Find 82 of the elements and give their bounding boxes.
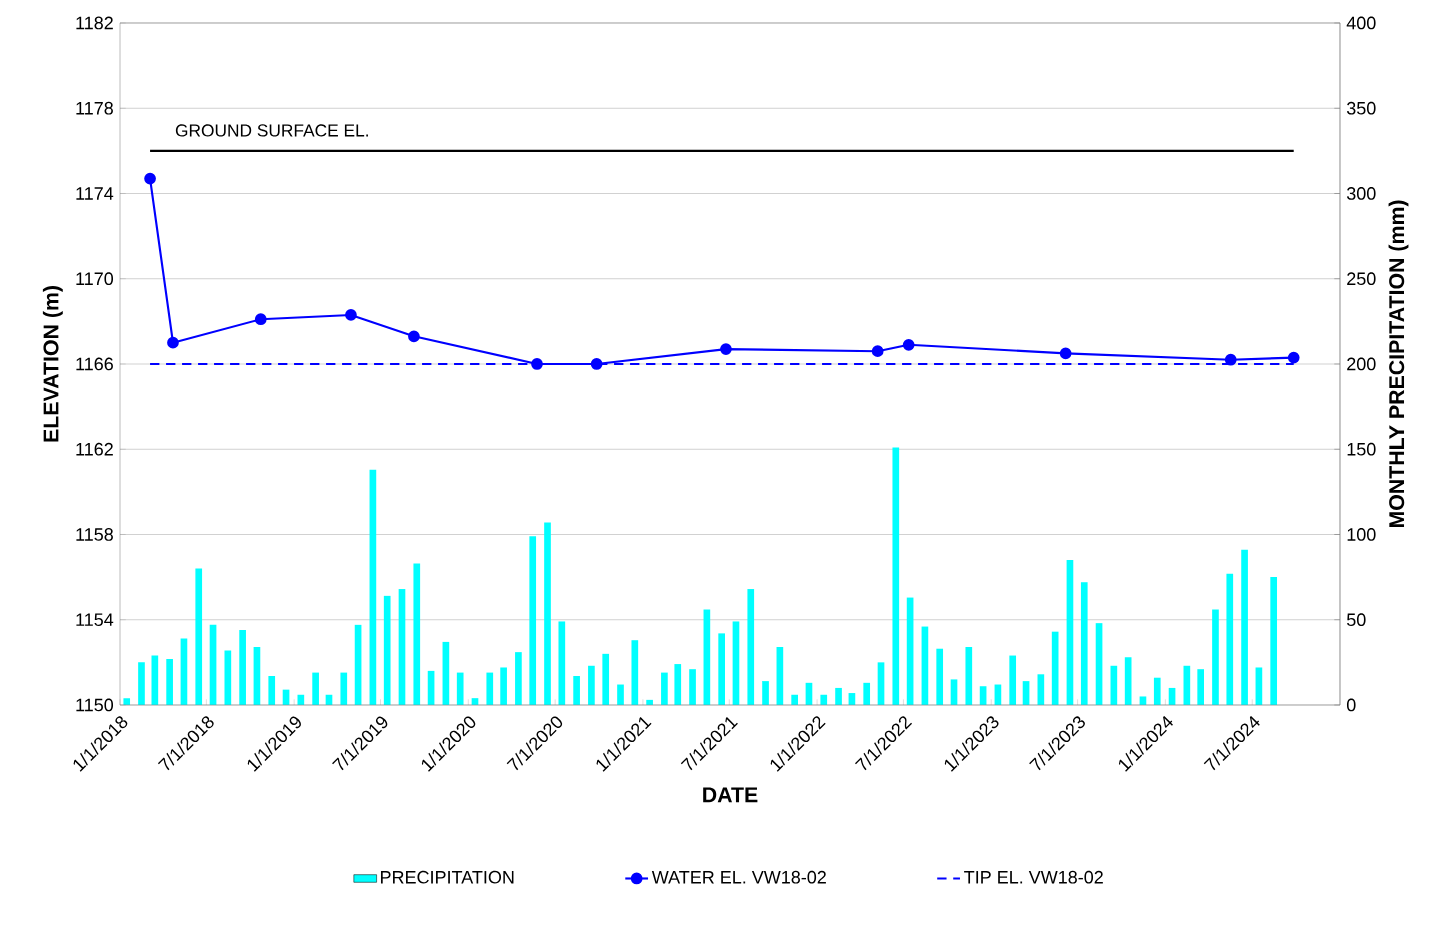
bar bbox=[544, 522, 551, 705]
bar bbox=[689, 669, 696, 705]
bar bbox=[529, 536, 537, 705]
bar bbox=[297, 694, 305, 705]
bar bbox=[166, 658, 173, 705]
bar bbox=[747, 589, 755, 705]
y2-tick-label: 350 bbox=[1346, 101, 1376, 115]
point bbox=[144, 172, 156, 185]
bar bbox=[1212, 609, 1219, 705]
bar bbox=[1153, 677, 1161, 705]
x-axis-title: DATE bbox=[703, 787, 758, 803]
bar bbox=[340, 672, 348, 705]
y2-tick-label: 400 bbox=[1346, 16, 1376, 30]
y-tick-label: 1182 bbox=[76, 16, 113, 30]
y2-tick-label: 250 bbox=[1347, 272, 1376, 286]
y2-tick-label: 300 bbox=[1346, 187, 1376, 200]
y-axis-title: ELEVATION (m) bbox=[42, 286, 63, 442]
bar bbox=[413, 563, 421, 705]
bar bbox=[558, 621, 566, 705]
y2-axis-title: MONTHLY PRECIPITATION (mm) bbox=[1388, 200, 1409, 528]
y2-tick-label: 200 bbox=[1347, 357, 1376, 371]
bar bbox=[617, 684, 624, 705]
bar bbox=[602, 653, 610, 705]
bar bbox=[573, 676, 580, 705]
bar bbox=[312, 672, 319, 705]
point bbox=[871, 345, 884, 358]
point bbox=[345, 309, 357, 321]
bar bbox=[661, 672, 668, 705]
y-tick-label: 1150 bbox=[76, 698, 114, 712]
bar bbox=[138, 662, 145, 705]
legend-label: PRECIPITATION bbox=[381, 870, 514, 884]
bar bbox=[965, 647, 973, 705]
y-tick-label: 1170 bbox=[76, 272, 114, 286]
bar bbox=[239, 629, 246, 705]
point bbox=[254, 313, 267, 326]
bar bbox=[1080, 582, 1088, 705]
bar bbox=[1226, 573, 1234, 705]
bar bbox=[268, 676, 276, 705]
bar bbox=[631, 640, 639, 705]
bar bbox=[588, 665, 595, 705]
y-tick-label: 1166 bbox=[76, 357, 113, 371]
bar bbox=[674, 664, 682, 705]
bar bbox=[383, 595, 391, 705]
bar bbox=[1197, 669, 1205, 705]
y-tick-label: 1154 bbox=[76, 613, 114, 627]
bar bbox=[1009, 655, 1017, 705]
bar bbox=[718, 633, 725, 705]
y-tick-label: 1174 bbox=[76, 187, 114, 200]
bar bbox=[195, 568, 203, 705]
y-tick-label: 1158 bbox=[76, 528, 113, 541]
point bbox=[720, 343, 732, 355]
point bbox=[408, 330, 420, 343]
y2-tick-label: 0 bbox=[1346, 698, 1356, 712]
bar bbox=[820, 694, 828, 705]
y-tick-label: 1162 bbox=[76, 442, 113, 456]
point bbox=[590, 358, 603, 370]
bar bbox=[791, 694, 798, 705]
bar bbox=[1241, 549, 1248, 705]
bar bbox=[892, 447, 900, 705]
bar bbox=[835, 687, 842, 705]
point bbox=[1224, 353, 1237, 366]
legend-label: WATER EL. VW18-02 bbox=[651, 870, 826, 884]
bar bbox=[1270, 577, 1278, 705]
y-tick-label: 1178 bbox=[76, 101, 113, 115]
point bbox=[1059, 347, 1072, 360]
annotation: GROUND SURFACE EL. bbox=[175, 124, 368, 137]
bar bbox=[762, 681, 769, 705]
bar bbox=[456, 672, 464, 705]
bar bbox=[936, 648, 944, 705]
point bbox=[1287, 351, 1300, 364]
bar bbox=[515, 652, 522, 705]
bar bbox=[224, 650, 232, 705]
y2-tick-label: 50 bbox=[1346, 613, 1366, 627]
legend-label: TIP EL. VW18-02 bbox=[964, 870, 1103, 884]
bar bbox=[500, 667, 507, 705]
y2-tick-label: 150 bbox=[1347, 442, 1376, 456]
y2-tick-label: 100 bbox=[1347, 528, 1376, 541]
point bbox=[902, 338, 915, 351]
bar bbox=[486, 672, 494, 705]
point bbox=[167, 336, 179, 349]
bar bbox=[863, 682, 871, 705]
point bbox=[531, 358, 543, 370]
